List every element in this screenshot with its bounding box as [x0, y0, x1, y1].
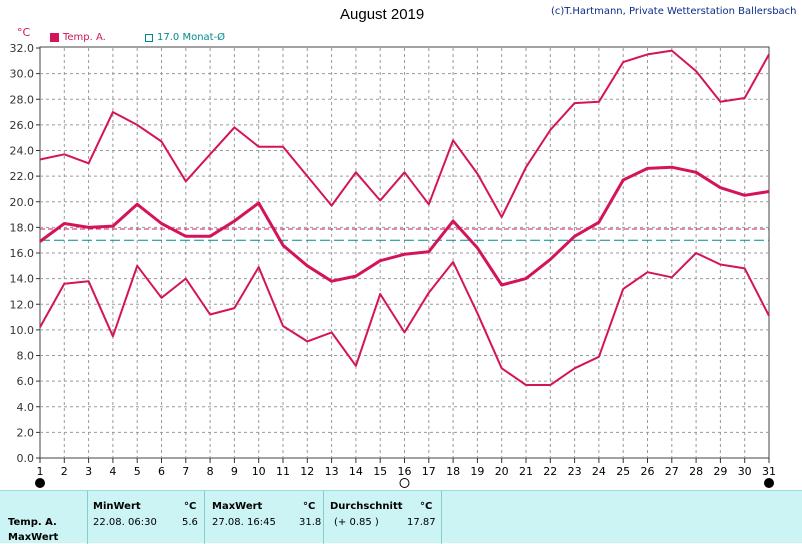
legend-avg-label: 17.0 Monat-Ø	[157, 32, 226, 43]
x-tick-label: 15	[373, 465, 387, 478]
x-tick-label: 8	[207, 465, 214, 478]
stats-max-cell: MaxWert °C 27.08. 16:45 31.8	[205, 491, 324, 544]
x-tick-label: 31	[762, 465, 776, 478]
x-tick-label: 29	[713, 465, 727, 478]
y-tick-label: 32.0	[10, 42, 35, 55]
x-tick-label: 21	[519, 465, 533, 478]
stats-max-value: 31.8	[299, 517, 322, 528]
stats-avg-unit: °C	[420, 501, 433, 512]
stats-row-label: Temp. A.	[8, 517, 57, 528]
x-tick-label: 5	[134, 465, 141, 478]
stats-avg-delta: (+ 0.85 )	[334, 517, 379, 528]
y-tick-label: 28.0	[10, 93, 35, 106]
x-tick-label: 28	[689, 465, 703, 478]
y-tick-label: 24.0	[10, 145, 35, 158]
stats-max-time: 27.08. 16:45	[212, 517, 276, 528]
stats-min-header: MinWert	[93, 501, 141, 512]
x-tick-label: 25	[616, 465, 630, 478]
y-unit-label: °C	[17, 26, 31, 39]
legend-temp-label: Temp. A.	[63, 32, 106, 43]
x-tick-label: 26	[641, 465, 655, 478]
x-axis: 1 2 3 4 5 6 7 8 9 10 11 12 13 14 15 16 17 18 19 20 21 22 23 24 2…	[37, 458, 776, 478]
stats-label-cell: Temp. A. MaxWert	[0, 491, 88, 544]
x-tick-label: 12	[300, 465, 314, 478]
y-tick-label: 18.0	[10, 221, 35, 234]
y-tick-label: 8.0	[17, 350, 35, 363]
y-tick-label: 0.0	[17, 452, 35, 465]
x-tick-label: 20	[495, 465, 509, 478]
stats-avg-value: 17.87	[407, 517, 436, 528]
legend-temp-swatch	[50, 33, 59, 42]
y-tick-label: 6.0	[17, 375, 35, 388]
x-tick-label: 6	[158, 465, 165, 478]
y-tick-label: 10.0	[10, 324, 35, 337]
grid	[40, 48, 769, 458]
stats-min-cell: MinWert °C 22.08. 06:30 5.6	[88, 491, 205, 544]
y-tick-label: 12.0	[10, 298, 35, 311]
stats-avg-cell: Durchschnitt °C (+ 0.85 ) 17.87	[324, 491, 442, 544]
reference-lines	[40, 228, 769, 241]
y-tick-label: 30.0	[10, 68, 35, 81]
x-tick-label: 11	[276, 465, 290, 478]
x-tick-label: 3	[85, 465, 92, 478]
series-line-mittel	[39, 165, 770, 287]
series-line-min	[39, 252, 770, 386]
x-tick-label: 4	[109, 465, 116, 478]
y-tick-label: 20.0	[10, 196, 35, 209]
x-tick-label: 17	[422, 465, 436, 478]
x-tick-label: 9	[231, 465, 238, 478]
stats-row-label-2: MaxWert	[8, 532, 59, 543]
stats-panel: Temp. A. MaxWert MinWert °C 22.08. 06:30…	[0, 490, 802, 544]
legend-temp: Temp. A.	[50, 32, 106, 43]
x-tick-label: 10	[252, 465, 266, 478]
x-tick-label: 18	[446, 465, 460, 478]
x-tick-label: 24	[592, 465, 606, 478]
x-tick-label: 7	[182, 465, 189, 478]
x-tick-label: 30	[738, 465, 752, 478]
x-tick-label: 27	[665, 465, 679, 478]
legend-monthly-avg: 17.0 Monat-Ø	[145, 32, 225, 43]
copyright-text: (c)T.Hartmann, Private Wetterstation Bal…	[551, 6, 797, 17]
y-axis: 0.0 2.0 4.0 6.0 8.0 10.0 12.0 14.0 16.0 18.0 20.0 2…	[10, 42, 40, 465]
x-tick-label: 16	[398, 465, 412, 478]
stats-min-value: 5.6	[182, 517, 198, 528]
x-tick-label: 23	[568, 465, 582, 478]
chart-title: August 2019	[340, 6, 425, 23]
y-tick-label: 2.0	[17, 426, 35, 439]
x-tick-label: 19	[470, 465, 484, 478]
series-line-max	[39, 49, 770, 219]
x-tick-label: 14	[349, 465, 363, 478]
y-tick-label: 4.0	[17, 401, 35, 414]
legend-avg-swatch	[145, 33, 153, 42]
full-moon-filled-icon	[35, 478, 45, 488]
x-tick-label: 2	[61, 465, 68, 478]
stats-max-unit: °C	[303, 501, 316, 512]
moon-markers	[35, 478, 774, 488]
series-lines	[39, 49, 770, 386]
stats-min-time: 22.08. 06:30	[93, 517, 157, 528]
y-tick-label: 26.0	[10, 119, 35, 132]
x-tick-label: 13	[325, 465, 339, 478]
y-tick-label: 16.0	[10, 247, 35, 260]
y-tick-label: 14.0	[10, 273, 35, 286]
full-moon-filled-icon	[764, 478, 774, 488]
stats-avg-header: Durchschnitt	[330, 501, 403, 512]
stats-min-unit: °C	[184, 501, 197, 512]
full-moon-open-icon	[399, 478, 410, 488]
temperature-chart: 0.0 2.0 4.0 6.0 8.0 10.0 12.0 14.0 16.0 18.0 20.0 2…	[10, 42, 776, 488]
x-tick-label: 1	[37, 465, 44, 478]
y-tick-label: 22.0	[10, 170, 35, 183]
stats-max-header: MaxWert	[212, 501, 263, 512]
x-tick-label: 22	[543, 465, 557, 478]
